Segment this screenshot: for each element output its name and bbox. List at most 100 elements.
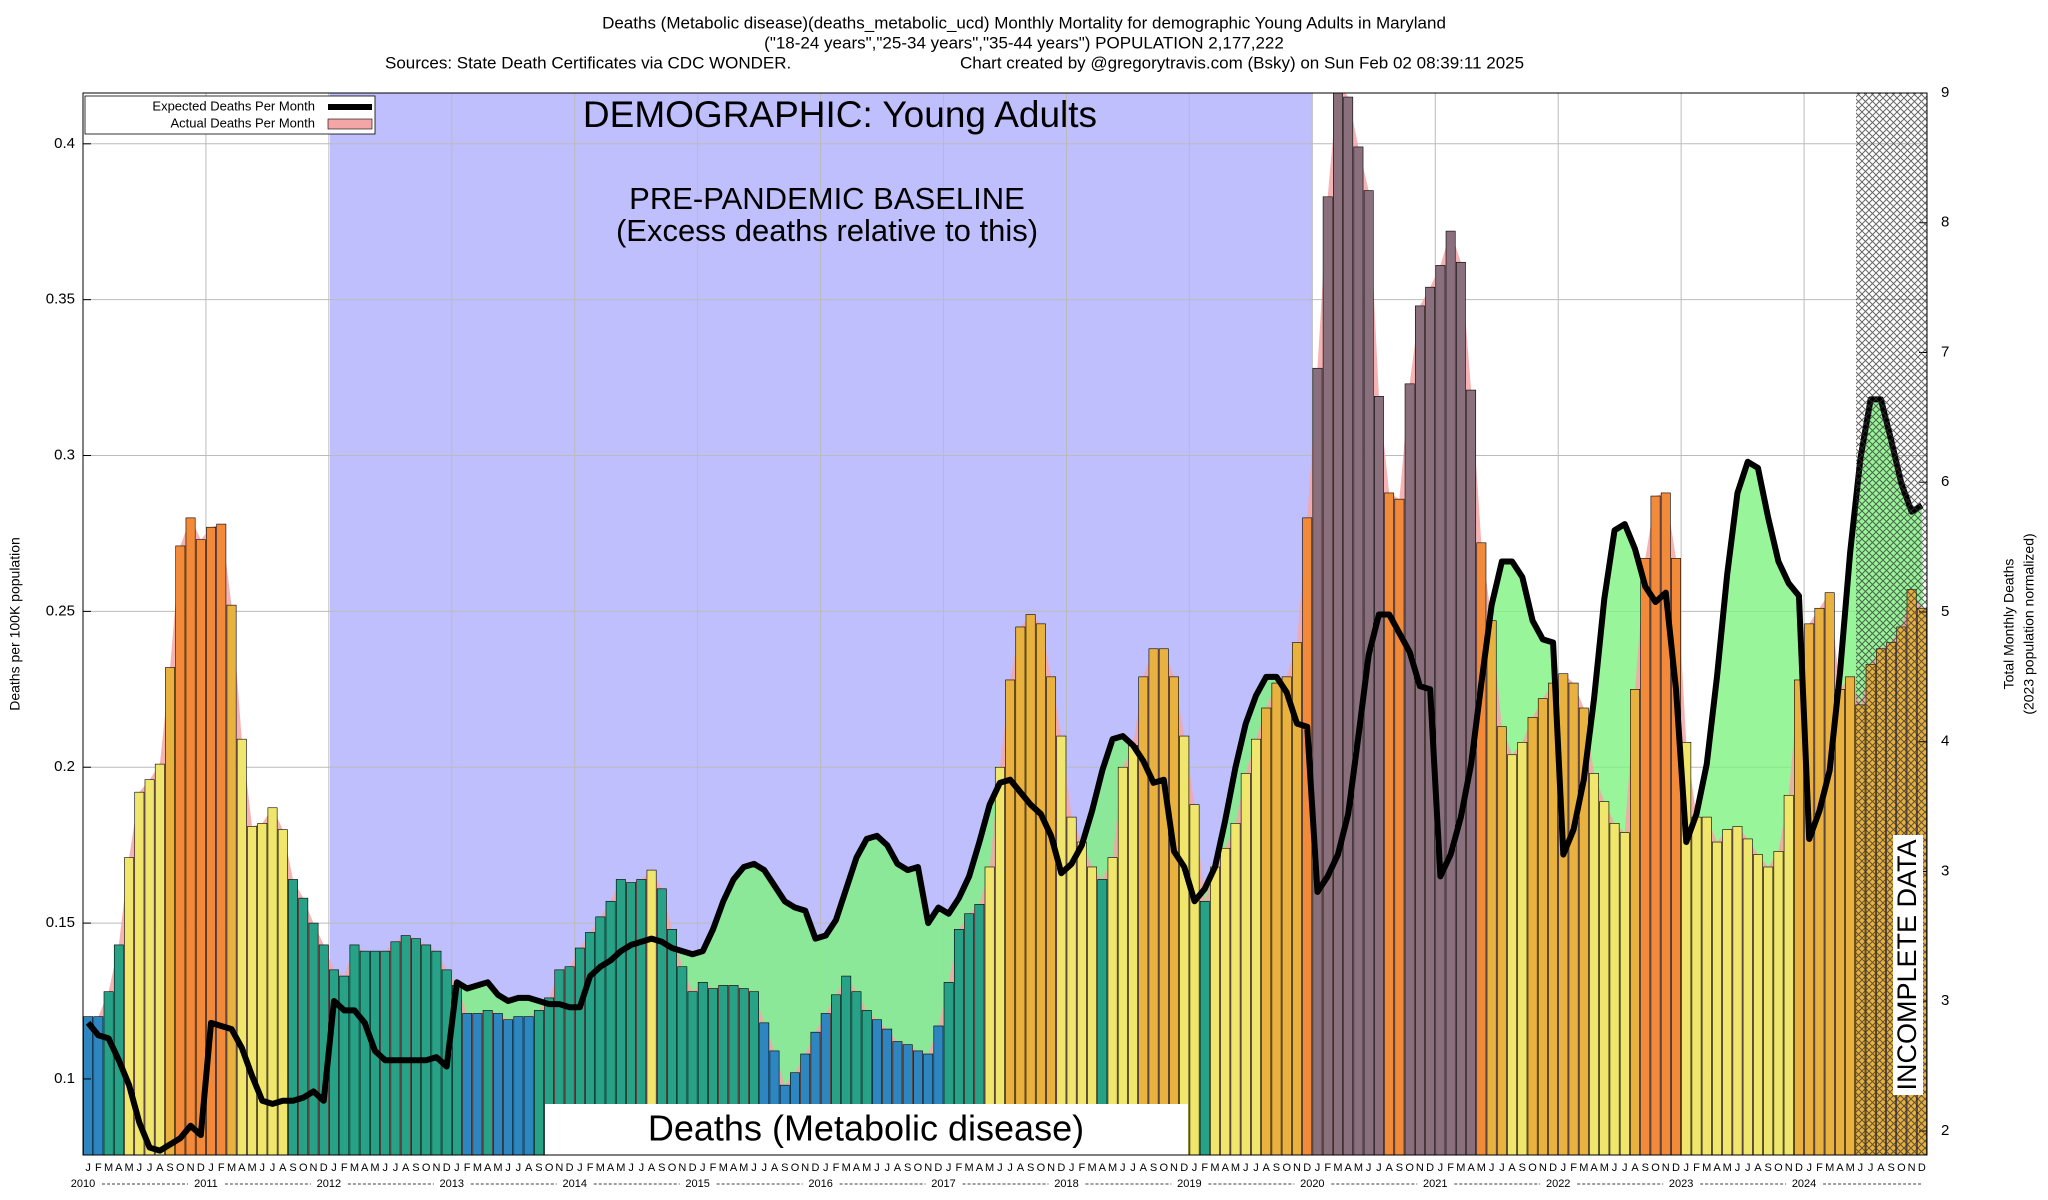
year-label: 2015	[685, 1178, 709, 1190]
year-label: 2017	[931, 1178, 955, 1190]
x-tick-label: J	[270, 1162, 276, 1174]
chart-title: Deaths (Metabolic disease)(deaths_metabo…	[602, 13, 1446, 32]
bar	[1189, 804, 1200, 1155]
x-tick-label: F	[587, 1162, 594, 1174]
x-tick-label: M	[1231, 1162, 1240, 1174]
incomplete-box	[1893, 835, 1923, 1095]
x-tick-label: F	[95, 1162, 102, 1174]
x-tick-label: J	[393, 1162, 399, 1174]
x-tick-label: A	[730, 1162, 738, 1174]
x-tick-label: O	[1282, 1162, 1291, 1174]
bar	[1794, 679, 1804, 1155]
legend-swatch	[327, 118, 373, 130]
x-tick-label: N	[678, 1162, 686, 1174]
bar	[564, 966, 575, 1155]
y2-tick-label: 7	[1941, 343, 1949, 360]
x-tick-label: O	[914, 1162, 923, 1174]
year-bg	[1294, 1177, 1331, 1191]
x-tick-label: A	[402, 1162, 410, 1174]
x-tick-label: A	[1508, 1162, 1516, 1174]
bar	[513, 1016, 524, 1155]
x-tick-label: J	[505, 1162, 511, 1174]
bar	[1835, 689, 1845, 1155]
x-tick-label: J	[1499, 1162, 1505, 1174]
bar	[308, 922, 319, 1155]
year-bg	[1171, 1177, 1208, 1191]
bar	[1158, 648, 1169, 1155]
bar	[1804, 623, 1815, 1155]
x-tick-label: M	[842, 1162, 851, 1174]
bar	[226, 604, 237, 1155]
bar	[1087, 866, 1098, 1155]
plot-area	[83, 93, 1927, 1155]
x-tick-label: J	[331, 1162, 337, 1174]
bar	[390, 941, 401, 1155]
x-tick-label: M	[227, 1162, 236, 1174]
year-bg	[925, 1177, 962, 1191]
x-tick-label: M	[1702, 1162, 1711, 1174]
bar	[759, 1022, 770, 1155]
bar	[1240, 773, 1251, 1155]
bar	[257, 823, 268, 1155]
x-tick-label: D	[566, 1162, 574, 1174]
x-tick-label: A	[1385, 1162, 1393, 1174]
x-tick-label: S	[412, 1162, 419, 1174]
bar	[1281, 676, 1292, 1155]
bar	[1414, 305, 1425, 1155]
x-tick-label: J	[1366, 1162, 1372, 1174]
year-label: 2014	[562, 1178, 586, 1190]
x-tick-label: D	[1795, 1162, 1803, 1174]
bar	[1333, 93, 1343, 1155]
x-tick-label: S	[535, 1162, 542, 1174]
x-tick-label: M	[350, 1162, 359, 1174]
x-tick-label: A	[976, 1162, 984, 1174]
x-tick-label: A	[484, 1162, 492, 1174]
x-tick-label: N	[1662, 1162, 1670, 1174]
x-tick-label: A	[771, 1162, 779, 1174]
bar	[1517, 741, 1528, 1155]
y2-tick-label: 8	[1941, 214, 1949, 231]
bar	[1179, 735, 1190, 1155]
credit: Chart created by @gregorytravis.com (Bsk…	[960, 53, 1524, 72]
x-tick-label: A	[1017, 1162, 1025, 1174]
bar	[103, 991, 114, 1155]
year-bg	[1540, 1177, 1577, 1191]
x-tick-label: F	[1078, 1162, 1085, 1174]
demographic-label: DEMOGRAPHIC: Young Adults	[583, 94, 1097, 135]
x-tick-label: N	[801, 1162, 809, 1174]
x-tick-label: N	[187, 1162, 195, 1174]
bar	[1148, 648, 1159, 1155]
x-tick-label: J	[1243, 1162, 1249, 1174]
x-tick-label: A	[1467, 1162, 1475, 1174]
y-tick-label: 0.1	[54, 1070, 75, 1087]
bar	[831, 994, 841, 1155]
bar	[472, 1013, 483, 1155]
x-tick-label: J	[700, 1162, 706, 1174]
x-tick-label: A	[1713, 1162, 1721, 1174]
x-tick-label: A	[1590, 1162, 1598, 1174]
bar	[359, 950, 370, 1155]
bar	[83, 1016, 94, 1155]
x-tick-label: J	[823, 1162, 829, 1174]
x-tick-label: A	[1836, 1162, 1844, 1174]
x-tick-label: M	[1846, 1162, 1855, 1174]
year-label: 2018	[1054, 1178, 1078, 1190]
x-tick-label: A	[1140, 1162, 1148, 1174]
x-tick-label: O	[299, 1162, 308, 1174]
x-tick-label: M	[1108, 1162, 1117, 1174]
bar	[1271, 682, 1282, 1155]
bar	[1753, 854, 1763, 1155]
x-tick-label: J	[1192, 1162, 1198, 1174]
x-tick-label: S	[1519, 1162, 1526, 1174]
x-tick-label: J	[1561, 1162, 1567, 1174]
bar	[810, 1031, 821, 1155]
x-tick-label: J	[884, 1162, 890, 1174]
year-bg	[556, 1177, 593, 1191]
year-bg	[802, 1177, 839, 1191]
year-label: 2023	[1669, 1178, 1693, 1190]
bar	[1025, 614, 1036, 1155]
x-tick-label: J	[454, 1162, 460, 1174]
bar	[626, 882, 637, 1155]
x-tick-label: M	[965, 1162, 974, 1174]
bar	[380, 950, 391, 1155]
